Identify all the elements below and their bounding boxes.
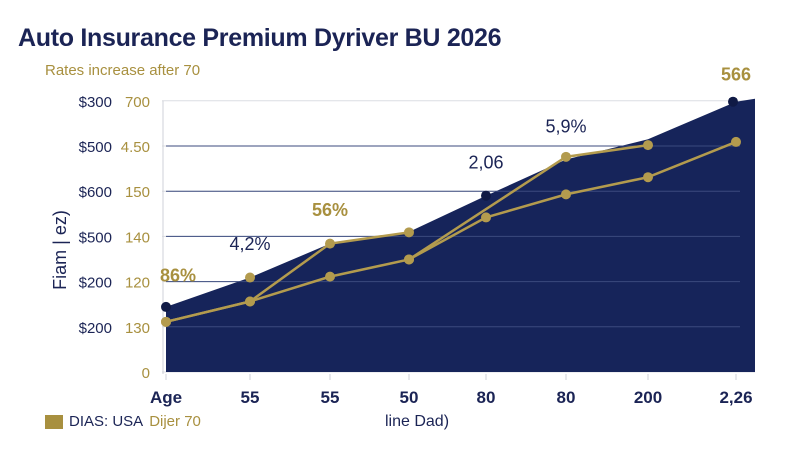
data-label: 56% bbox=[312, 200, 348, 220]
y-tick-label-left: $200 bbox=[79, 275, 112, 292]
line-point bbox=[245, 296, 255, 307]
line-point bbox=[325, 271, 335, 282]
y-tick-label-left: $600 bbox=[79, 184, 112, 201]
x-tick-label: 2,26 bbox=[719, 388, 752, 407]
data-label: 86% bbox=[160, 266, 196, 286]
chart-subtitle: Rates increase after 70 bbox=[45, 62, 201, 79]
area-marker bbox=[728, 96, 738, 107]
y-tick-label-left: $300 bbox=[79, 94, 112, 111]
x-tick-label: 80 bbox=[477, 388, 496, 407]
x-tick-label: 55 bbox=[321, 388, 340, 407]
line-point bbox=[325, 238, 335, 249]
y-tick-label-right: 150 bbox=[125, 184, 150, 201]
line-point bbox=[404, 227, 414, 238]
area-marker bbox=[481, 190, 491, 201]
x-tick-label: 200 bbox=[634, 388, 662, 407]
y-tick-label-right: 700 bbox=[125, 94, 150, 111]
line-point bbox=[643, 172, 653, 183]
line-point bbox=[561, 189, 571, 200]
line-point bbox=[561, 151, 571, 162]
x-tick-label: Age bbox=[150, 388, 182, 407]
y-tick-label-left: $500 bbox=[79, 139, 112, 156]
line-point bbox=[245, 272, 255, 283]
x-tick-label: 80 bbox=[557, 388, 576, 407]
data-label: 2,06 bbox=[468, 153, 503, 173]
y-tick-label-right: 120 bbox=[125, 275, 150, 292]
y-tick-label-right: 130 bbox=[125, 320, 150, 337]
area-series bbox=[166, 98, 755, 372]
y-tick-label-left: $500 bbox=[79, 229, 112, 246]
x-tick-label: 55 bbox=[241, 388, 260, 407]
data-label: 5,9% bbox=[545, 116, 586, 136]
line-point bbox=[481, 212, 491, 223]
x-tick-label: 50 bbox=[400, 388, 419, 407]
y-tick-label-right: 4.50 bbox=[121, 139, 150, 156]
line-point bbox=[643, 140, 653, 151]
y-axis-label: Fiam | ez) bbox=[50, 210, 70, 290]
line-point bbox=[404, 254, 414, 265]
y-tick-label-right: 0 bbox=[142, 365, 150, 382]
data-label: 566 bbox=[721, 64, 751, 84]
line-point bbox=[731, 136, 741, 147]
legend-swatch bbox=[45, 414, 63, 429]
line-series-2 bbox=[165, 140, 737, 324]
legend: DIAS: USA Dijer 70 bbox=[45, 413, 201, 430]
data-label: 4,2% bbox=[229, 234, 270, 254]
chart-title: Auto Insurance Premium Dyriver BU 2026 bbox=[18, 24, 502, 52]
legend-label-a: DIAS: USA bbox=[69, 413, 144, 430]
x-axis-label: line Dad) bbox=[385, 413, 450, 430]
y-tick-label-right: 140 bbox=[125, 229, 150, 246]
line-point bbox=[161, 316, 171, 327]
legend-label-b: Dijer 70 bbox=[149, 413, 201, 430]
y-tick-label-left: $200 bbox=[79, 320, 112, 337]
area-marker bbox=[161, 301, 171, 312]
